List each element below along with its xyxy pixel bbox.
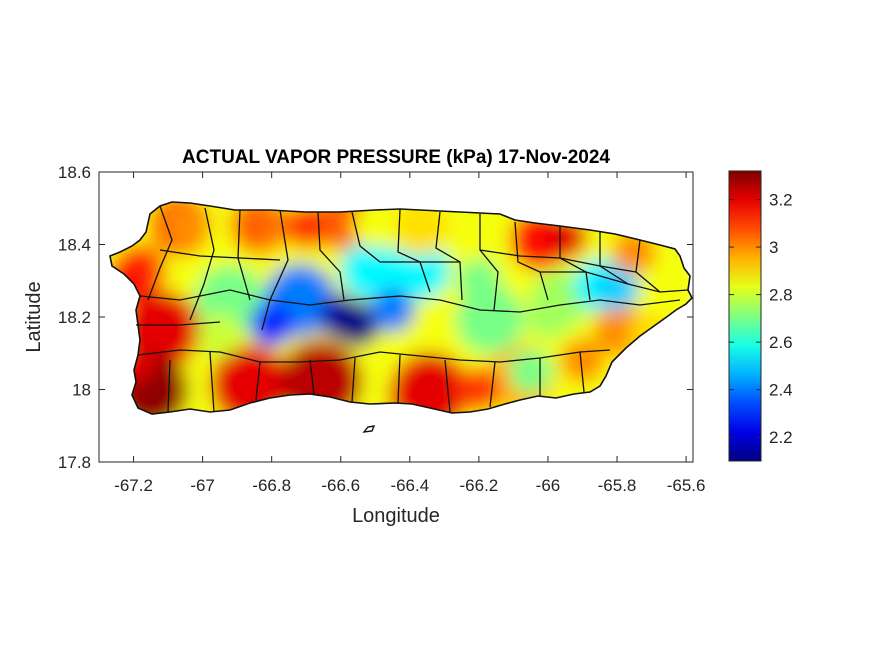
colorbar-tick-label: 2.6 [769,333,793,352]
field-sample [508,349,553,394]
colorbar-tick-label: 2.2 [769,428,793,447]
field-blob [456,286,524,354]
field-blob [392,202,448,256]
y-axis-ticks: 17.8 18 18.2 18.4 18.6 [58,163,693,472]
field-sample [456,367,501,412]
municipality-boundary [147,205,173,301]
field-sample [197,313,242,358]
municipality-boundary [579,351,585,393]
x-tick-label: -67 [190,476,215,495]
municipality-boundaries [136,205,689,413]
y-tick-label: 18.2 [58,308,91,327]
municipality-boundary [167,359,171,413]
municipality-boundary [159,249,281,261]
x-tick-label: -66.2 [460,476,499,495]
x-tick-label: -65.6 [667,476,706,495]
colorbar-tick-label: 3.2 [769,191,793,210]
municipality-boundary [137,349,341,363]
municipality-boundary [261,209,289,331]
y-tick-label: 18.4 [58,236,91,255]
x-tick-label: -67.2 [114,476,153,495]
field-sample [318,360,363,405]
colorbar-tick-label: 2.4 [769,381,793,400]
municipality-boundary [351,357,356,403]
islet-outline [362,425,376,433]
field-sample [128,374,173,414]
municipality-boundary [514,221,549,301]
field-sample [525,295,570,339]
colorbar-ticks: 2.2 2.4 2.6 2.8 3 3.2 [729,191,793,447]
x-axis-label: Longitude [352,505,440,527]
municipality-boundary [444,359,451,413]
y-axis-label: Latitude [23,281,45,352]
x-tick-label: -66 [536,476,561,495]
colorbar-tick-label: 2.8 [769,286,793,305]
municipality-boundary [397,354,401,404]
municipality-boundary [489,361,496,408]
island-outline [109,201,693,415]
municipality-boundary [349,295,681,313]
field-sample [595,266,640,310]
municipality-boundary [317,211,345,301]
x-tick-label: -66.6 [321,476,360,495]
municipality-boundary [397,209,431,293]
municipality-boundary [255,361,261,401]
field-sample [560,338,605,383]
field-sample [370,287,415,332]
x-tick-label: -66.8 [252,476,291,495]
field-sample [456,258,501,303]
municipality-boundary [189,207,215,321]
municipality-boundary [351,211,381,263]
field-sample [163,204,208,249]
municipality-boundary [309,359,315,396]
municipality-boundary [540,271,689,293]
municipality-boundary [559,226,591,301]
municipality-boundary [339,349,611,363]
y-tick-label: 18.6 [58,163,91,182]
field-sample [353,204,398,249]
x-tick-label: -65.8 [598,476,637,495]
y-tick-label: 18 [72,381,91,400]
field-sample [336,302,381,347]
municipality-boundary [479,249,637,273]
y-tick-label: 17.8 [58,453,91,472]
field-sample [249,302,294,347]
x-axis-ticks: -67.2 -67 -66.8 -66.6 -66.4 -66.2 -66 -65.8 -65.… [114,172,705,495]
colorbar-tick-label: 3 [769,238,778,257]
municipality-boundary [136,321,221,326]
colorbar [728,170,762,462]
chart-title: ACTUAL VAPOR PRESSURE (kPa) 17-Nov-2024 [182,147,610,168]
municipality-boundary [209,351,215,413]
field-sample [284,204,329,249]
x-tick-label: -66.4 [390,476,429,495]
municipality-boundary [139,289,351,306]
municipality-boundary [479,214,499,311]
field-sample [232,204,277,249]
field-blob [340,240,400,300]
municipality-boundary [435,211,463,301]
